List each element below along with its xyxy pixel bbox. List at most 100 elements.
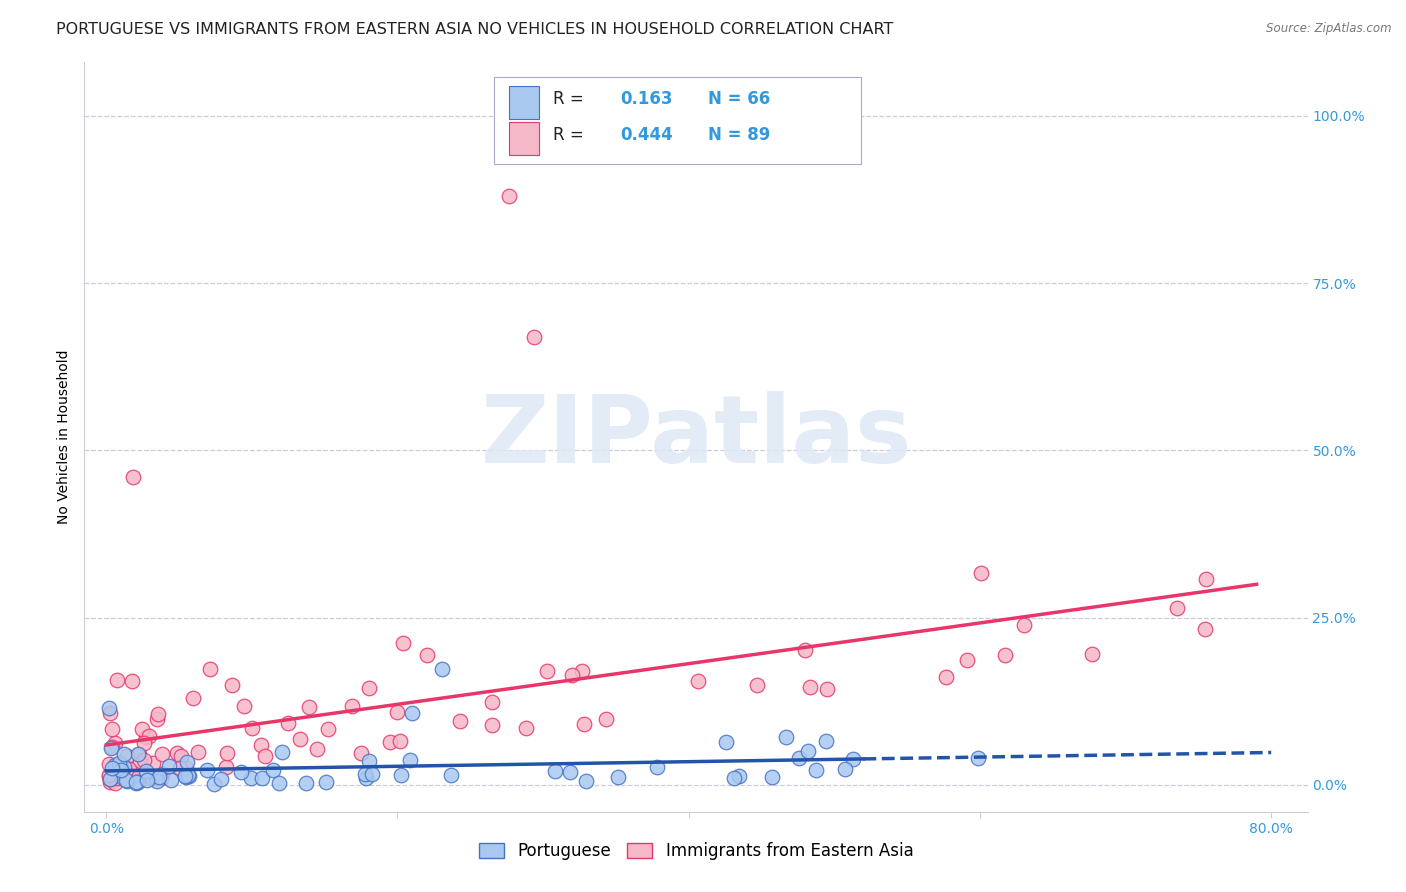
Point (536, 664, 558, 678)
Point (127, 747, 149, 762)
Point (969, 566, 991, 581)
Point (170, 748, 193, 763)
Point (101, 761, 124, 775)
Point (108, 756, 131, 770)
Point (440, 768, 463, 782)
Point (125, 775, 148, 789)
Text: 0.163: 0.163 (620, 90, 672, 108)
Point (100, 775, 122, 789)
Point (815, 733, 838, 747)
Point (111, 769, 134, 783)
Point (152, 767, 174, 781)
FancyBboxPatch shape (494, 78, 860, 163)
Point (1081, 647, 1104, 661)
Point (359, 754, 381, 768)
Point (121, 765, 143, 780)
Text: N = 89: N = 89 (709, 126, 770, 145)
Text: R =: R = (553, 126, 589, 145)
Point (200, 662, 222, 676)
Point (98, 706, 121, 721)
Point (202, 777, 225, 791)
Point (135, 764, 157, 779)
Point (575, 773, 598, 788)
Point (1194, 622, 1216, 636)
Point (209, 772, 232, 786)
Point (215, 760, 238, 774)
Point (307, 742, 329, 756)
Point (138, 729, 160, 743)
Point (98, 768, 121, 782)
Point (174, 770, 197, 784)
Point (101, 723, 124, 737)
Point (110, 763, 132, 777)
Point (544, 764, 567, 779)
Point (217, 746, 239, 760)
Point (108, 763, 131, 777)
Point (1166, 601, 1188, 615)
Point (242, 721, 264, 735)
Point (714, 735, 737, 749)
Point (686, 674, 709, 689)
Point (354, 771, 377, 785)
Point (498, 189, 520, 203)
Point (745, 678, 768, 692)
Text: ZIPatlas: ZIPatlas (481, 391, 911, 483)
Point (277, 715, 299, 730)
Point (146, 707, 169, 722)
Text: 0.444: 0.444 (620, 126, 673, 145)
Point (481, 696, 503, 710)
Point (350, 746, 373, 760)
Y-axis label: No Vehicles in Household: No Vehicles in Household (58, 350, 72, 524)
Point (148, 770, 170, 784)
Point (389, 767, 412, 781)
Point (645, 759, 668, 773)
Point (794, 643, 817, 657)
Point (110, 771, 132, 785)
Bar (509, 121, 540, 154)
Point (271, 745, 294, 759)
Point (799, 680, 821, 694)
Point (606, 770, 628, 784)
Point (121, 470, 143, 484)
Point (181, 691, 204, 706)
Point (129, 756, 152, 770)
Point (389, 733, 412, 747)
Point (295, 775, 318, 789)
Point (354, 766, 377, 780)
Point (357, 681, 380, 695)
Point (481, 718, 503, 732)
Point (127, 775, 149, 789)
Text: PORTUGUESE VS IMMIGRANTS FROM EASTERN ASIA NO VEHICLES IN HOUSEHOLD CORRELATION : PORTUGUESE VS IMMIGRANTS FROM EASTERN AS… (56, 22, 894, 37)
Point (232, 699, 254, 714)
Point (787, 751, 810, 765)
Point (112, 759, 135, 773)
Point (173, 770, 195, 784)
Point (253, 748, 276, 763)
Point (105, 673, 128, 687)
Point (392, 636, 415, 650)
Point (115, 774, 138, 789)
Point (595, 712, 617, 726)
Point (104, 758, 127, 772)
Point (146, 774, 169, 789)
Point (342, 699, 364, 714)
Point (98, 772, 121, 786)
Point (187, 745, 209, 759)
Point (134, 753, 156, 767)
Point (229, 764, 252, 779)
Point (128, 769, 150, 783)
Point (132, 736, 155, 750)
Point (157, 758, 180, 772)
Point (761, 770, 783, 784)
Bar (509, 86, 540, 119)
Point (98, 701, 121, 715)
Point (111, 771, 134, 785)
Point (401, 706, 423, 720)
Point (378, 735, 401, 749)
Point (150, 771, 173, 785)
Point (150, 747, 173, 761)
Point (128, 747, 150, 762)
Point (239, 771, 262, 785)
Point (142, 756, 165, 771)
Point (723, 772, 745, 786)
